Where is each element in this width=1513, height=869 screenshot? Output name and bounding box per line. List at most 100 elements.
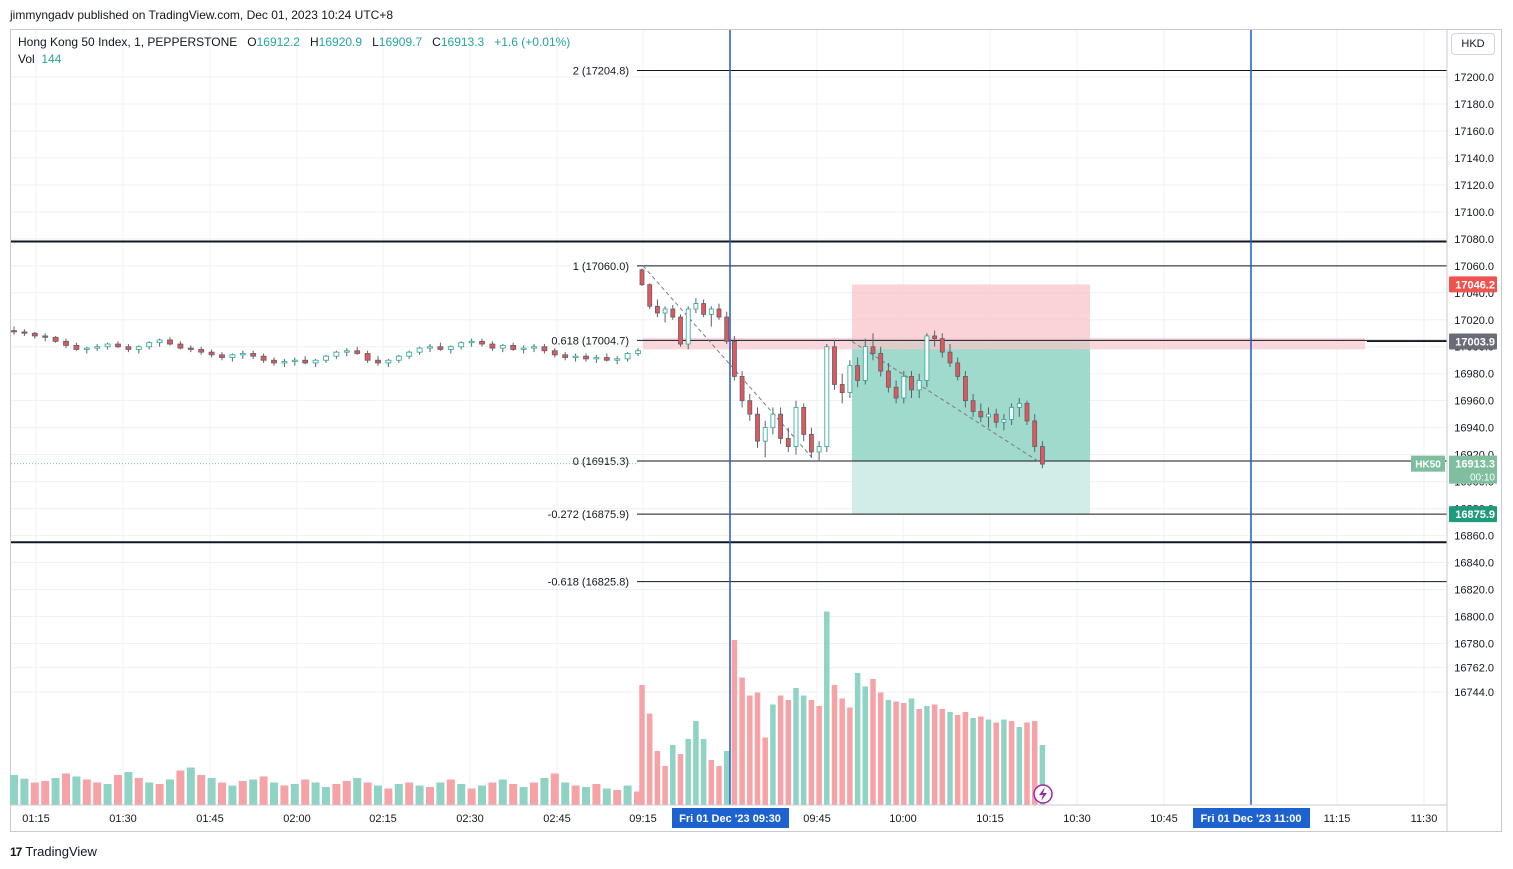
candle-up <box>572 355 579 358</box>
tradingview-logo[interactable]: 17 TradingView <box>10 844 97 859</box>
candle-down <box>21 331 28 334</box>
volume-bar <box>885 700 892 805</box>
volume-bar <box>176 770 185 805</box>
time-axis-label: 10:15 <box>976 813 1004 825</box>
volume-bar <box>877 692 884 805</box>
candle-down <box>167 339 173 345</box>
volume-bar <box>301 779 310 805</box>
volume-bar <box>509 784 518 805</box>
volume-bar <box>207 778 216 805</box>
volume-bar <box>561 782 570 805</box>
volume-bar <box>1031 721 1038 805</box>
volume-bar <box>939 709 946 805</box>
candle-up <box>862 346 868 381</box>
entry-price-tag: 17003.9 <box>1455 336 1495 348</box>
candle-up <box>624 353 631 360</box>
candle-up <box>499 344 506 349</box>
candle-down <box>219 354 225 358</box>
volume-bar <box>824 611 830 805</box>
candle-up <box>693 303 699 310</box>
volume-bar <box>654 751 661 805</box>
symbol-name[interactable]: Hong Kong 50 Index, 1, PEPPERSTONE <box>18 35 238 49</box>
resistance-band <box>643 337 1365 350</box>
candle-up <box>323 355 329 361</box>
volume-bar <box>1001 719 1007 805</box>
fib-level-label: 0.618 (17004.7) <box>551 335 629 347</box>
candle-down <box>375 359 381 364</box>
candle-down <box>870 346 876 354</box>
volume-bar <box>777 695 784 805</box>
time-axis-label: 11:30 <box>1411 813 1438 825</box>
candle-down <box>724 316 730 342</box>
volume-bar <box>1024 722 1030 805</box>
price-axis-tick-label: 16762.0 <box>1454 663 1494 675</box>
candle-down <box>701 303 706 315</box>
volume-bar <box>415 785 424 805</box>
volume-bar <box>677 754 684 805</box>
volume-bar <box>708 760 715 805</box>
candle-up <box>458 342 465 348</box>
tradingview-brand-text: TradingView <box>25 844 97 859</box>
target-price-tag: 16875.9 <box>1455 509 1495 521</box>
volume-bar <box>145 782 154 805</box>
chart-frame <box>10 29 1502 832</box>
candle-down <box>177 343 184 349</box>
volume-bar <box>134 778 143 805</box>
volume-bar <box>342 781 351 805</box>
volume-bar <box>311 782 320 805</box>
candle-down <box>437 346 444 350</box>
stop-price-tag: 17046.2 <box>1455 279 1495 291</box>
price-axis-tick-label: 17060.0 <box>1454 261 1494 273</box>
candle-down <box>878 353 884 372</box>
currency-button[interactable]: HKD <box>1451 33 1495 55</box>
high-value: 16920.9 <box>318 35 363 49</box>
candle-down <box>42 335 49 338</box>
candle-up <box>416 347 423 353</box>
candle-down <box>603 357 610 361</box>
volume-bar <box>970 718 976 805</box>
candle-down <box>1040 446 1045 465</box>
volume-bar <box>478 785 486 805</box>
candle-down <box>785 438 791 447</box>
time-marker-bg <box>1193 808 1310 828</box>
candle-down <box>678 316 683 345</box>
price-axis-tick-label: 17160.0 <box>1454 126 1494 138</box>
candle-down <box>260 355 267 361</box>
candle-down <box>739 376 745 402</box>
price-axis-tick-label: 16980.0 <box>1454 369 1494 381</box>
volume-bar <box>993 722 999 805</box>
volume-bar <box>978 716 984 805</box>
candle-up <box>916 380 922 391</box>
time-axis-label: 02:30 <box>456 813 484 825</box>
volume-bar <box>747 695 753 805</box>
candle-up <box>924 335 930 381</box>
volume-bar <box>901 703 907 805</box>
volume-bar <box>332 784 341 805</box>
volume-bar <box>353 778 362 805</box>
volume-bar <box>498 779 507 805</box>
lightning-icon-bolt <box>1039 787 1047 801</box>
volume-bar <box>550 773 559 805</box>
volume-bar <box>739 677 745 805</box>
candle-up <box>281 361 288 364</box>
volume-bar <box>962 712 969 805</box>
candle-down <box>639 269 645 286</box>
volume-bar <box>613 790 622 805</box>
candle-down <box>562 354 569 358</box>
candle-down <box>187 347 194 350</box>
candle-down <box>31 332 38 337</box>
candle-up <box>770 413 776 429</box>
volume-label[interactable]: Vol <box>18 52 35 66</box>
target-price-tag-bg <box>1449 506 1497 523</box>
volume-bar <box>519 787 528 805</box>
volume-bar <box>731 640 738 805</box>
volume-bar <box>405 782 414 805</box>
time-axis-label: 10:00 <box>889 813 917 825</box>
candle-up <box>312 359 319 364</box>
symbol-legend: Hong Kong 50 Index, 1, PEPPERSTONE O1691… <box>18 35 570 49</box>
volume-value: 144 <box>41 52 62 66</box>
open-label: O <box>247 35 257 49</box>
price-axis-tick-label: 17100.0 <box>1454 207 1494 219</box>
volume-bar <box>270 782 278 805</box>
